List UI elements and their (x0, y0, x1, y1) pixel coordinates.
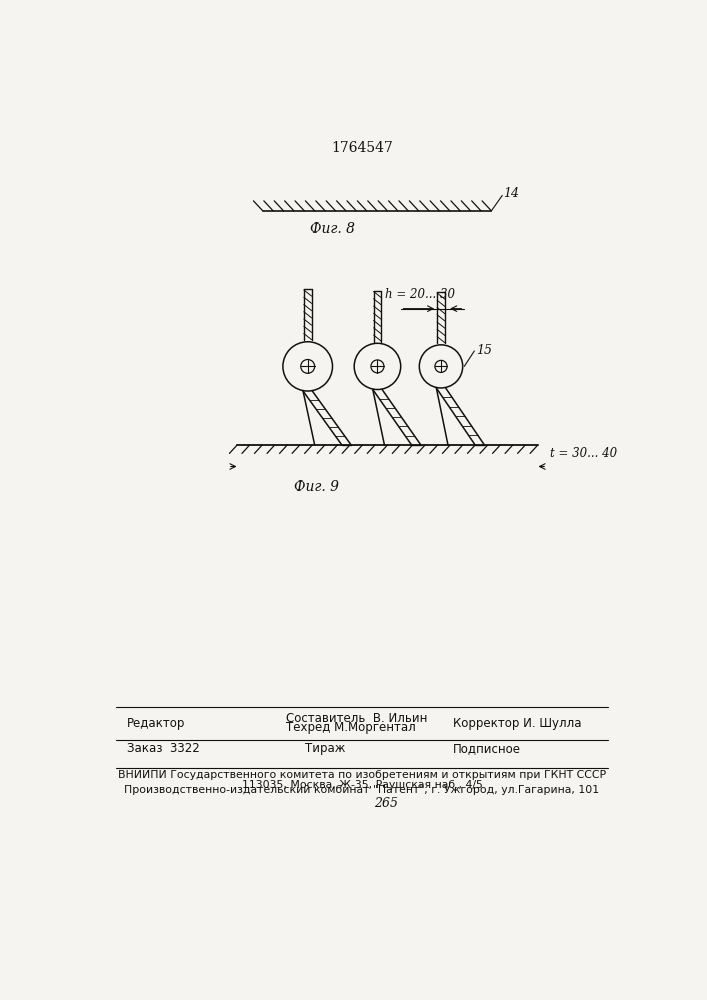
Text: 1764547: 1764547 (331, 141, 393, 155)
Text: h = 20... 30: h = 20... 30 (385, 288, 455, 301)
Text: Производственно-издательский комбинат "Патент", г. Ужгород, ул.Гагарина, 101: Производственно-издательский комбинат "П… (124, 785, 600, 795)
Text: 14: 14 (503, 187, 519, 200)
Text: Подписное: Подписное (452, 742, 520, 755)
Text: Заказ  3322: Заказ 3322 (127, 742, 200, 755)
Text: Корректор И. Шулла: Корректор И. Шулла (452, 717, 581, 730)
Text: 265: 265 (373, 797, 397, 810)
Text: 113035, Москва, Ж-35, Раушская наб., 4/5: 113035, Москва, Ж-35, Раушская наб., 4/5 (242, 780, 482, 790)
Text: Фиг. 8: Фиг. 8 (310, 222, 355, 236)
Text: Техред М.Моргентал: Техред М.Моргентал (286, 721, 416, 734)
Text: Фиг. 9: Фиг. 9 (295, 480, 339, 494)
Text: Составитель  В. Ильин: Составитель В. Ильин (286, 712, 427, 725)
Text: ВНИИПИ Государственного комитета по изобретениям и открытиям при ГКНТ СССР: ВНИИПИ Государственного комитета по изоб… (118, 770, 606, 780)
Text: Тираж: Тираж (305, 742, 346, 755)
Text: 15: 15 (476, 344, 492, 358)
Text: Редактор: Редактор (127, 717, 185, 730)
Text: t = 30... 40: t = 30... 40 (549, 447, 617, 460)
